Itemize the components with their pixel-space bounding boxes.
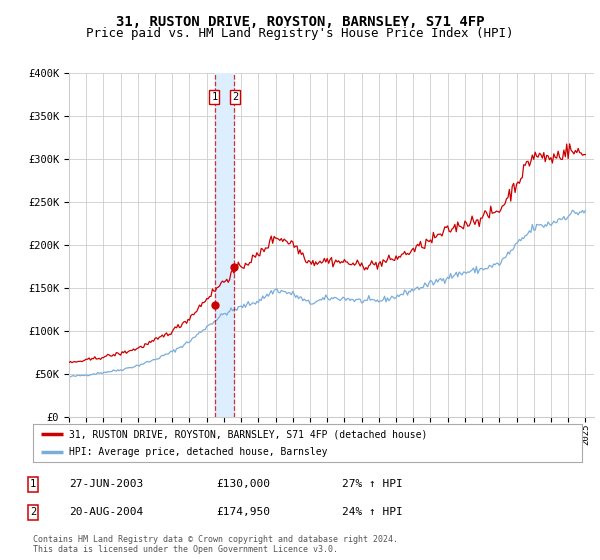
Text: 2: 2	[30, 507, 36, 517]
Text: Contains HM Land Registry data © Crown copyright and database right 2024.
This d: Contains HM Land Registry data © Crown c…	[33, 535, 398, 554]
Text: 2: 2	[232, 92, 238, 102]
Text: HPI: Average price, detached house, Barnsley: HPI: Average price, detached house, Barn…	[68, 447, 327, 457]
Text: 1: 1	[30, 479, 36, 489]
Text: 31, RUSTON DRIVE, ROYSTON, BARNSLEY, S71 4FP: 31, RUSTON DRIVE, ROYSTON, BARNSLEY, S71…	[116, 15, 484, 29]
Text: £174,950: £174,950	[216, 507, 270, 517]
Text: 1: 1	[211, 92, 218, 102]
Text: 24% ↑ HPI: 24% ↑ HPI	[342, 507, 403, 517]
Text: Price paid vs. HM Land Registry's House Price Index (HPI): Price paid vs. HM Land Registry's House …	[86, 27, 514, 40]
Text: 20-AUG-2004: 20-AUG-2004	[69, 507, 143, 517]
Text: 27-JUN-2003: 27-JUN-2003	[69, 479, 143, 489]
Text: 27% ↑ HPI: 27% ↑ HPI	[342, 479, 403, 489]
Bar	[215, 73, 234, 417]
Text: 31, RUSTON DRIVE, ROYSTON, BARNSLEY, S71 4FP (detached house): 31, RUSTON DRIVE, ROYSTON, BARNSLEY, S71…	[68, 429, 427, 439]
Text: £130,000: £130,000	[216, 479, 270, 489]
